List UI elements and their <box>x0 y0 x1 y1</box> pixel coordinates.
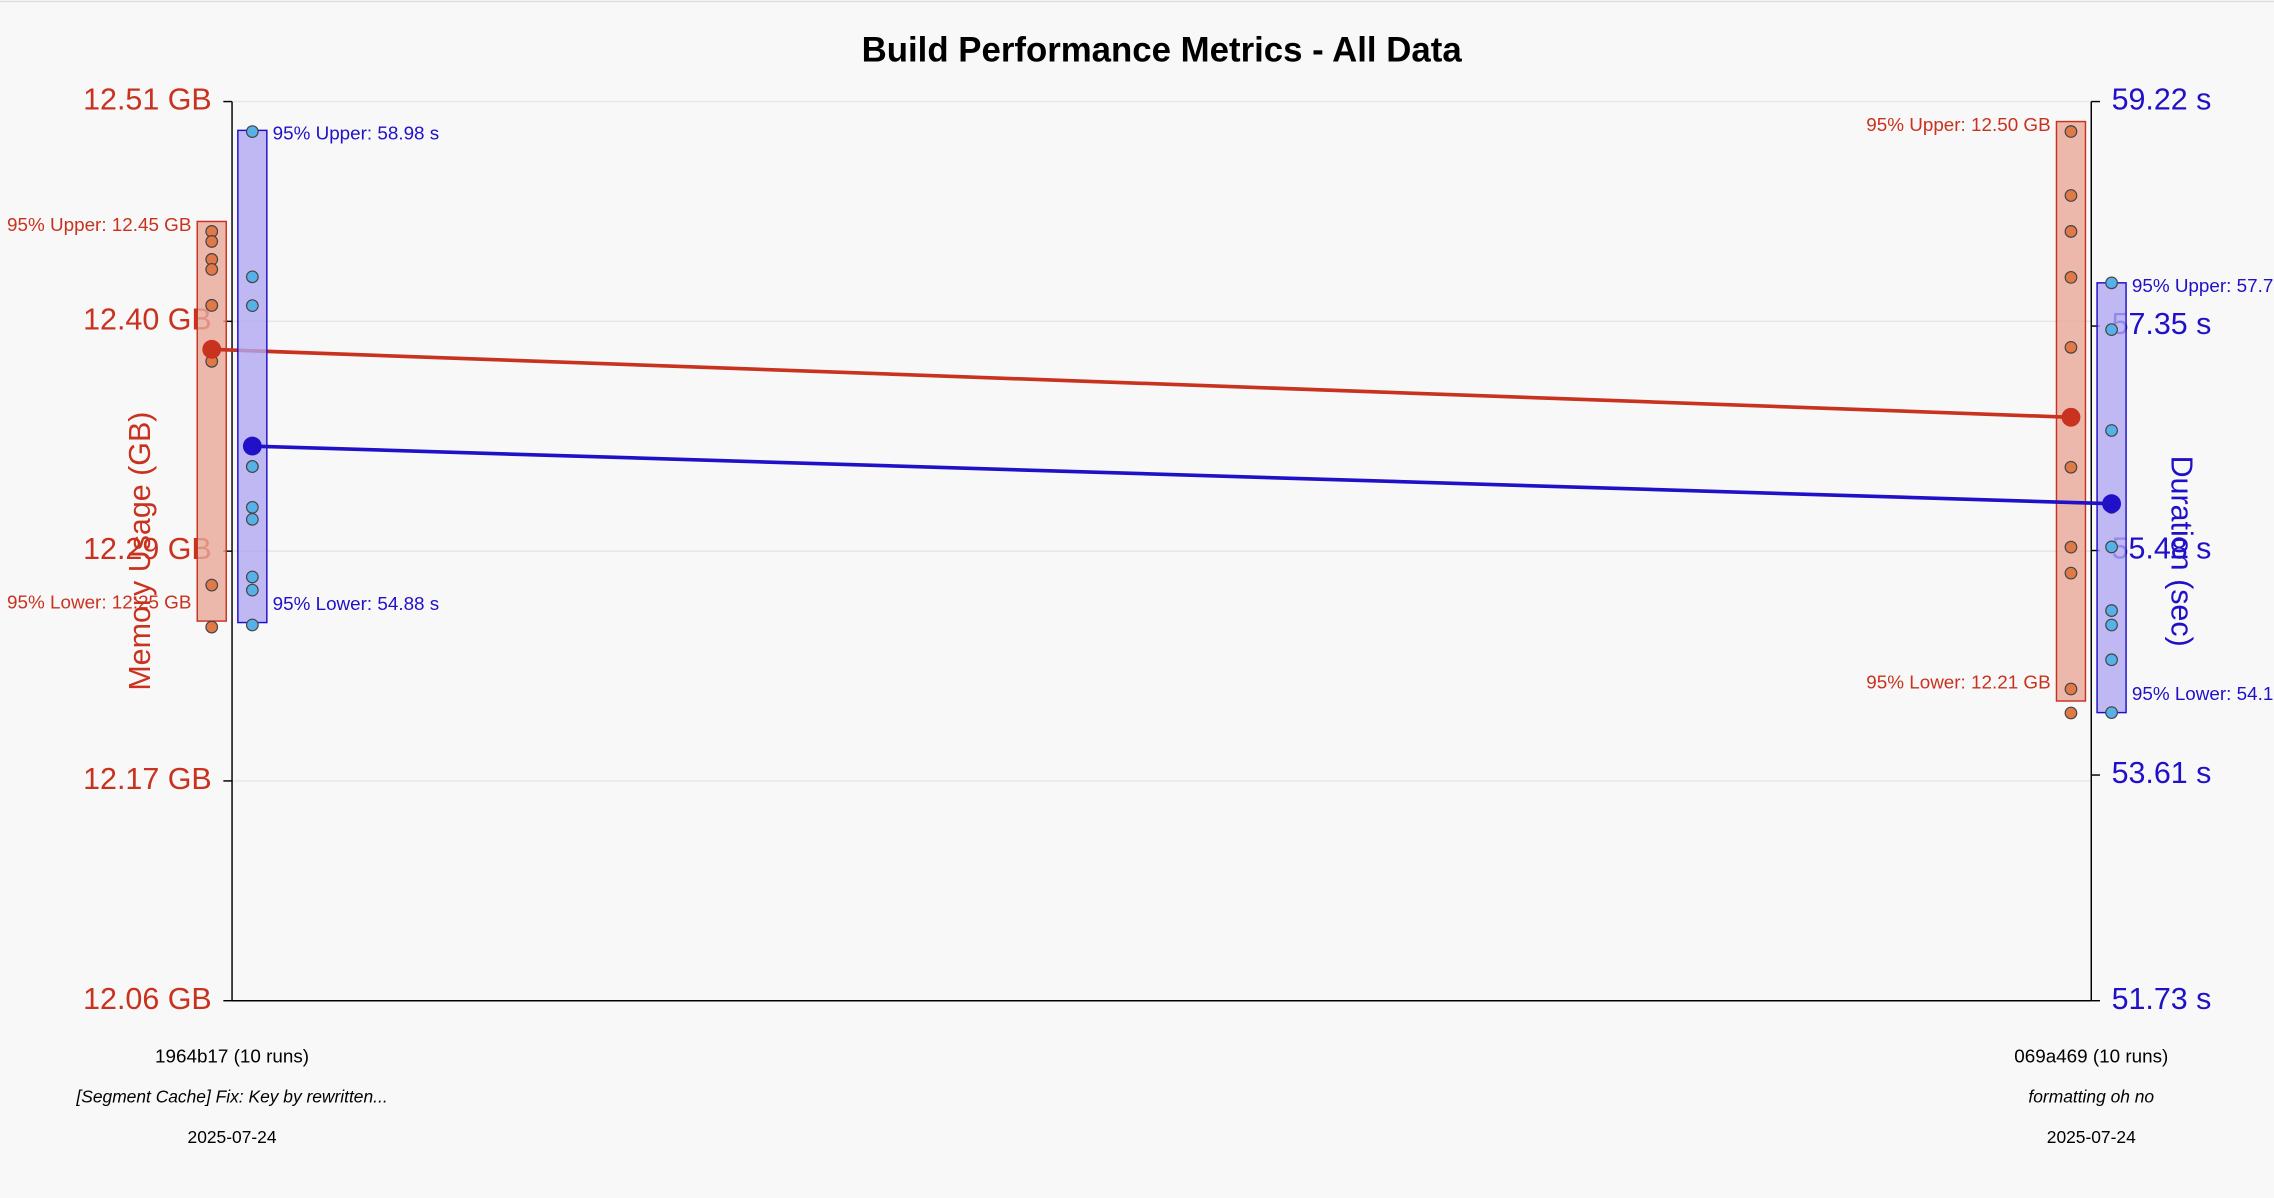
run-point <box>205 235 219 248</box>
band-upper-label: 95% Upper: 12.50 GB <box>1866 114 2050 135</box>
run-point <box>2105 618 2118 632</box>
run-point <box>245 500 259 514</box>
y-tick-label: 12.40 GB <box>83 302 212 336</box>
run-point <box>2105 424 2118 437</box>
mean-line <box>211 347 2072 420</box>
run-point <box>245 460 259 473</box>
run-point <box>245 583 259 597</box>
band-lower-label: 95% Lower: 54.13 s <box>2132 683 2274 704</box>
run-point <box>2105 540 2118 554</box>
run-point <box>205 620 219 634</box>
y2-tick-label: 53.61 s <box>2112 756 2212 790</box>
run-point <box>2064 566 2078 580</box>
run-point <box>2105 653 2118 667</box>
commit-date: 2025-07-24 <box>188 1127 277 1147</box>
y2-axis-label: Duration (sec) <box>2165 456 2199 647</box>
run-point <box>2064 125 2078 138</box>
mean-point <box>242 436 262 456</box>
band-lower-label: 95% Lower: 54.88 s <box>273 593 440 614</box>
run-point <box>2064 189 2078 202</box>
y-axis-label: Memory Usage (GB) <box>123 412 157 691</box>
run-point <box>2064 460 2078 474</box>
run-point <box>205 298 219 312</box>
y2-tick-label: 57.35 s <box>2112 307 2212 341</box>
y2-tick-label: 55.48 s <box>2112 532 2212 566</box>
run-point <box>2064 540 2078 554</box>
chart-title: Build Performance Metrics - All Data <box>862 30 1463 69</box>
x-tick-label: 069a469 (10 runs) <box>2014 1045 2168 1066</box>
band-lower-label: 95% Lower: 12.25 GB <box>7 592 191 613</box>
run-point <box>2105 276 2118 290</box>
run-point <box>205 578 219 592</box>
y-tick-label: 12.17 GB <box>83 762 212 796</box>
run-point <box>2064 682 2078 696</box>
y-tick-label: 12.51 GB <box>83 83 212 117</box>
mean-point <box>202 339 222 359</box>
run-point <box>2064 225 2078 238</box>
band-lower-label: 95% Lower: 12.21 GB <box>1866 672 2050 693</box>
y2-tick-label: 51.73 s <box>2112 982 2212 1016</box>
y2-tick-label: 59.22 s <box>2112 83 2212 117</box>
run-point <box>2105 706 2118 719</box>
run-point <box>245 299 259 313</box>
band-upper-label: 95% Upper: 57.71 s <box>2132 275 2274 296</box>
confidence-band <box>196 220 227 622</box>
run-point <box>245 618 259 632</box>
mean-point <box>2102 494 2121 514</box>
run-point <box>2064 271 2078 284</box>
mean-point <box>2061 407 2081 427</box>
run-point <box>245 270 259 284</box>
y-tick-label: 12.29 GB <box>83 532 212 566</box>
run-point <box>205 263 219 276</box>
commit-date: 2025-07-24 <box>2047 1127 2136 1147</box>
run-point <box>245 570 259 584</box>
confidence-band <box>237 129 268 624</box>
run-point <box>2064 706 2078 720</box>
band-upper-label: 95% Upper: 58.98 s <box>273 123 440 144</box>
run-point <box>2105 323 2118 337</box>
commit-message: [Segment Cache] Fix: Key by rewritten... <box>75 1086 387 1106</box>
run-point <box>245 512 259 526</box>
y-tick-label: 12.06 GB <box>83 982 212 1016</box>
commit-message: formatting oh no <box>2028 1086 2154 1106</box>
run-point <box>2105 604 2118 617</box>
band-upper-label: 95% Upper: 12.45 GB <box>7 214 191 235</box>
run-point <box>2064 340 2078 354</box>
x-tick-label: 1964b17 (10 runs) <box>155 1045 309 1066</box>
run-point <box>245 125 259 138</box>
mean-line <box>252 444 2112 506</box>
